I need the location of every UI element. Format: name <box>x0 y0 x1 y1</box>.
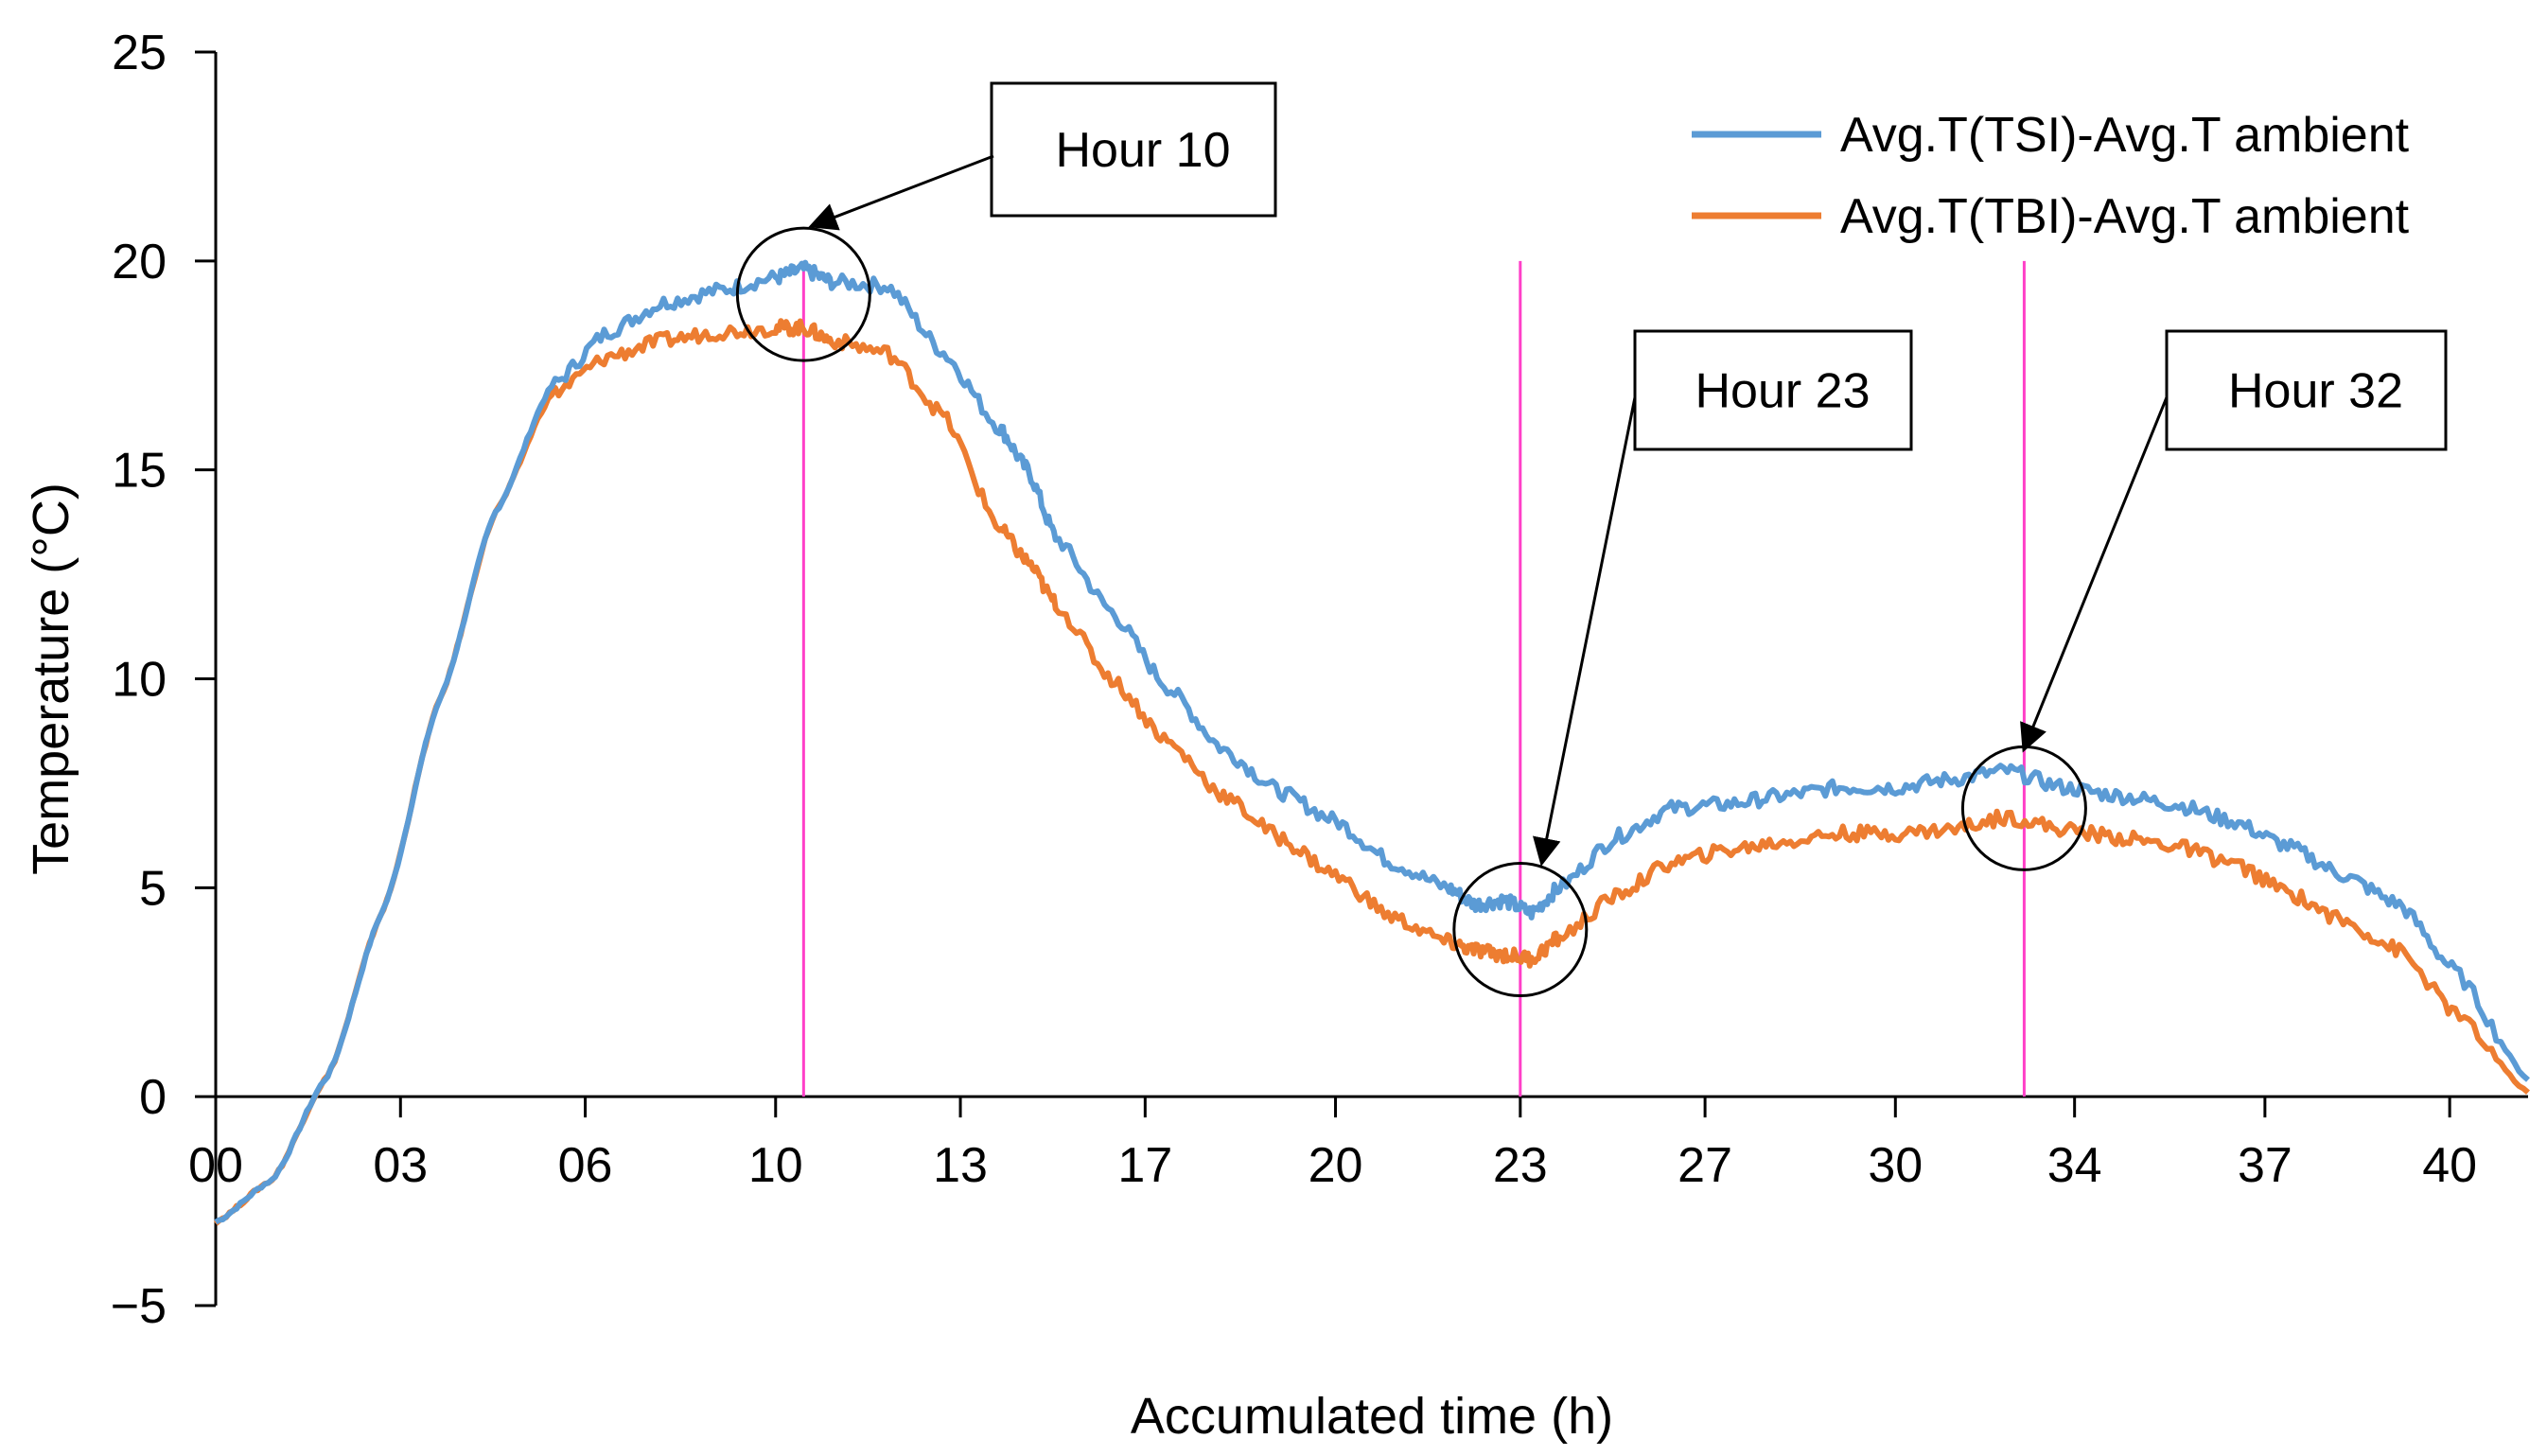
x-tick-label: 30 <box>1868 1138 1923 1193</box>
legend-label-tsi: Avg.T(TSI)-Avg.T ambient <box>1840 108 2410 163</box>
x-tick-label: 06 <box>558 1138 613 1193</box>
y-tick-label: 10 <box>112 653 167 708</box>
x-tick-label: 10 <box>748 1138 803 1193</box>
x-tick-label: 20 <box>1309 1138 1363 1193</box>
annotation-box <box>990 81 1277 218</box>
annotation-box <box>1633 329 1913 451</box>
annotation-arrow <box>808 154 994 231</box>
x-axis-title: Accumulated time (h) <box>1131 1388 1613 1445</box>
y-tick-label: −5 <box>111 1279 167 1334</box>
series-group <box>214 259 2530 1226</box>
annotation-arrow <box>2020 396 2169 753</box>
legend-label-tbi: Avg.T(TBI)-Avg.T ambient <box>1840 189 2410 244</box>
y-tick-label: 15 <box>112 444 167 499</box>
annotation-box <box>2165 329 2448 451</box>
y-tick-label: 0 <box>139 1070 167 1125</box>
annotation-label: Hour 10 <box>1056 123 1231 178</box>
x-tick-label: 03 <box>373 1138 428 1193</box>
x-tick-label: 37 <box>2238 1138 2292 1193</box>
x-tick-label: 34 <box>2047 1138 2102 1193</box>
annotation-label: Hour 32 <box>2228 364 2403 419</box>
x-tick-label: 13 <box>933 1138 988 1193</box>
highlight-circle <box>735 226 871 362</box>
series-line-tbi <box>214 318 2530 1226</box>
y-axis-ticks: −5 0 5 10 15 20 25 <box>111 26 216 1334</box>
annotation-arrow <box>1532 396 1637 867</box>
x-tick-label: 23 <box>1493 1138 1548 1193</box>
y-tick-label: 20 <box>112 235 167 289</box>
x-tick-label: 17 <box>1117 1138 1172 1193</box>
x-axis-ticks: 00 03 06 10 13 17 20 23 27 30 34 37 40 <box>188 1096 2477 1193</box>
x-tick-label: 27 <box>1678 1138 1732 1193</box>
annotations: Hour 10 Hour 23 Hour 32 <box>735 81 2448 997</box>
series-line-tsi <box>214 259 2530 1225</box>
x-tick-label: 40 <box>2422 1138 2477 1193</box>
highlight-circle <box>1452 862 1589 997</box>
legend: Avg.T(TSI)-Avg.T ambient Avg.T(TBI)-Avg.… <box>1692 108 2410 244</box>
y-axis-title: Temperature (°C) <box>23 482 79 875</box>
y-tick-label: 5 <box>139 861 167 916</box>
y-tick-label: 25 <box>112 26 167 80</box>
annotation-label: Hour 23 <box>1695 364 1871 419</box>
